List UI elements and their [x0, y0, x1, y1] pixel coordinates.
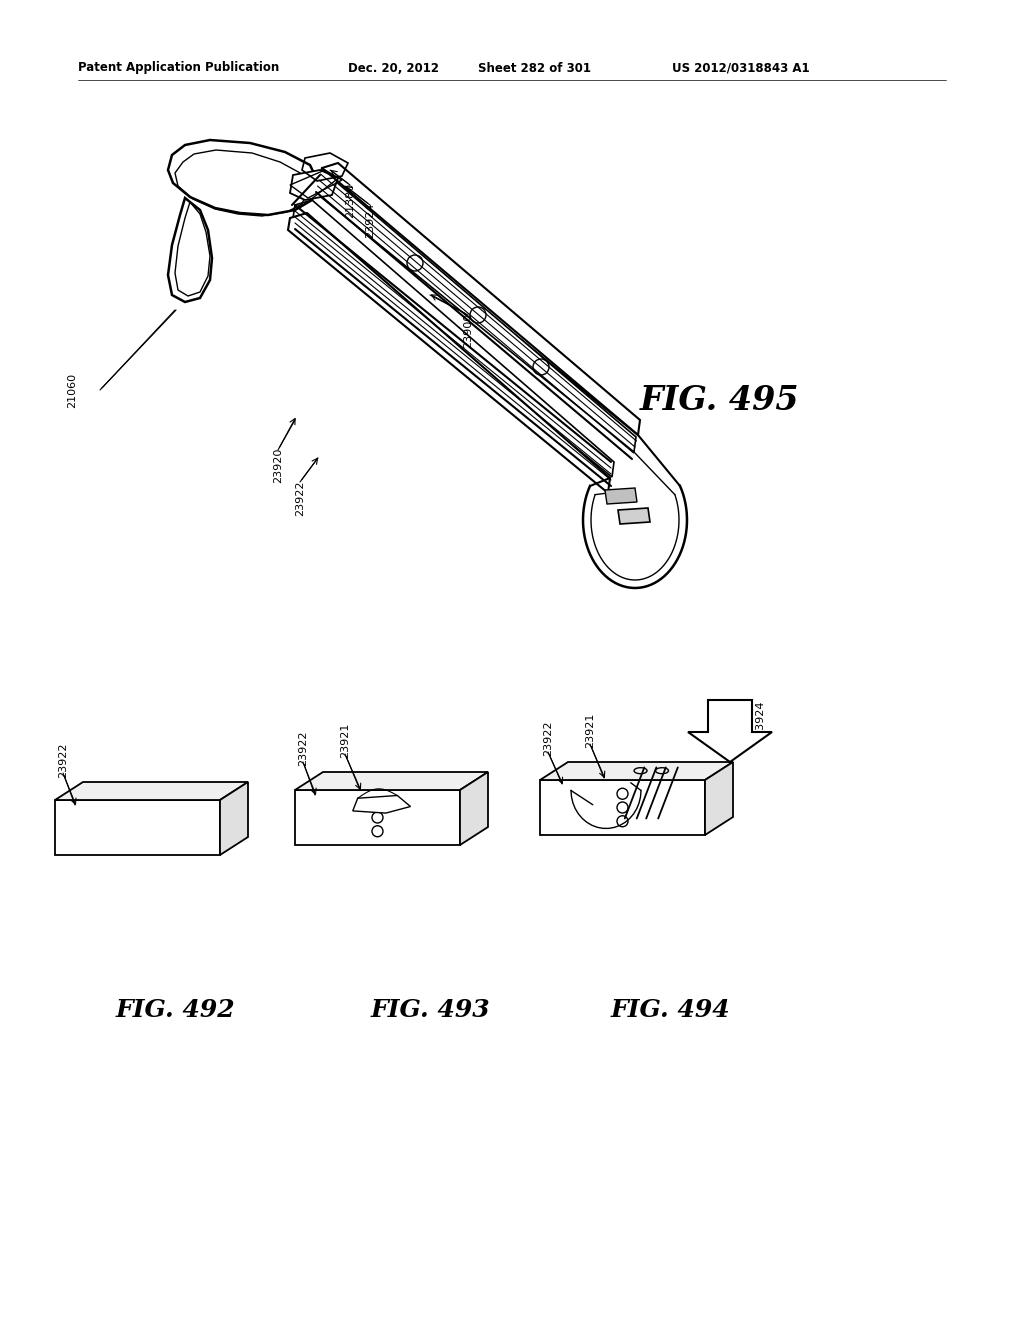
Polygon shape: [618, 508, 650, 524]
Text: Patent Application Publication: Patent Application Publication: [78, 62, 280, 74]
Polygon shape: [290, 170, 338, 201]
Text: 23922: 23922: [543, 721, 553, 756]
Text: 21060: 21060: [67, 372, 77, 408]
Text: US 2012/0318843 A1: US 2012/0318843 A1: [672, 62, 810, 74]
Text: 23922: 23922: [298, 730, 308, 766]
Text: 23921: 23921: [340, 722, 350, 758]
Polygon shape: [55, 781, 248, 800]
Polygon shape: [605, 488, 637, 504]
Text: FIG. 495: FIG. 495: [640, 384, 800, 417]
Text: FIG. 493: FIG. 493: [371, 998, 489, 1022]
Text: Dec. 20, 2012: Dec. 20, 2012: [348, 62, 439, 74]
Polygon shape: [55, 800, 220, 855]
Polygon shape: [288, 213, 610, 492]
Text: 23924: 23924: [365, 202, 375, 238]
Text: 23921: 23921: [585, 713, 595, 747]
Polygon shape: [352, 796, 411, 813]
Polygon shape: [540, 762, 733, 780]
Polygon shape: [293, 201, 614, 477]
Polygon shape: [295, 772, 488, 789]
Text: Sheet 282 of 301: Sheet 282 of 301: [478, 62, 591, 74]
Text: 23920: 23920: [273, 447, 283, 483]
Text: 23922: 23922: [295, 480, 305, 516]
Text: 21380: 21380: [345, 182, 355, 218]
Text: 23924: 23924: [755, 700, 765, 735]
Polygon shape: [705, 762, 733, 836]
Polygon shape: [540, 780, 705, 836]
Text: FIG. 494: FIG. 494: [610, 998, 730, 1022]
Polygon shape: [319, 162, 640, 436]
Polygon shape: [316, 180, 636, 451]
Polygon shape: [688, 700, 772, 762]
Text: FIG. 492: FIG. 492: [115, 998, 234, 1022]
Polygon shape: [295, 789, 460, 845]
Polygon shape: [460, 772, 488, 845]
Polygon shape: [220, 781, 248, 855]
Text: 23900: 23900: [463, 313, 473, 347]
Text: 23922: 23922: [58, 742, 68, 777]
